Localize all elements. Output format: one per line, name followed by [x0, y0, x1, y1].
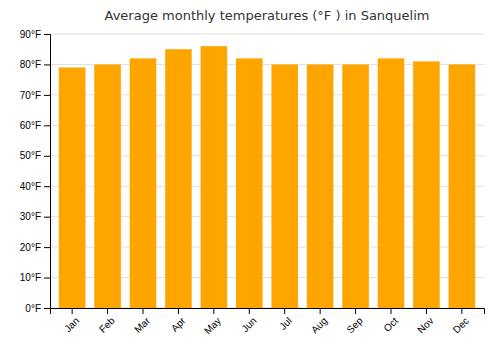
- tick-label: 60°F: [20, 120, 41, 131]
- tick-mark: [355, 308, 356, 314]
- tick-label: Apr: [169, 315, 188, 334]
- bar: [59, 67, 86, 308]
- tick: Nov: [415, 308, 435, 335]
- tick: Mar: [132, 308, 152, 335]
- tick-mark: [72, 308, 73, 314]
- tick: 40°F: [20, 181, 50, 192]
- tick: 0°F: [25, 303, 50, 314]
- bars: [59, 46, 475, 308]
- tick-label: 40°F: [20, 181, 41, 192]
- bar: [201, 46, 228, 308]
- bar: [449, 64, 476, 308]
- tick-label: 90°F: [20, 29, 41, 40]
- bar: [271, 64, 298, 308]
- tick-mark: [44, 247, 50, 248]
- tick-mark: [44, 34, 50, 35]
- tick: 80°F: [20, 59, 50, 70]
- tick-label: 0°F: [25, 303, 41, 314]
- tick-mark: [249, 308, 250, 314]
- tick: Apr: [169, 308, 188, 334]
- x-axis: Jan Feb Mar Apr May Jun Jul Aug Sep Oct Nov Dec: [51, 308, 485, 336]
- tick: 10°F: [20, 272, 50, 283]
- grid: [50, 34, 484, 308]
- tick-mark: [44, 156, 50, 157]
- bar: [378, 58, 405, 308]
- bar: [165, 49, 192, 308]
- bar: [342, 64, 369, 308]
- plot: 0°F 10°F 20°F 30°F 40°F 50°F 60°F 70°F 80°F 90°F J…: [20, 29, 485, 337]
- tick-mark: [391, 308, 392, 314]
- tick-label: 80°F: [20, 59, 41, 70]
- tick: 50°F: [20, 150, 50, 161]
- tick-mark: [107, 308, 108, 314]
- tick-mark: [44, 95, 50, 96]
- tick-mark: [213, 308, 214, 314]
- tick-label: 50°F: [20, 150, 41, 161]
- tick: 90°F: [20, 29, 50, 40]
- tick-label: Mar: [132, 315, 152, 335]
- tick: May: [202, 308, 223, 336]
- tick-label: Sep: [344, 315, 365, 336]
- chart: 0°F 10°F 20°F 30°F 40°F 50°F 60°F 70°F 80°F 90°F J…: [0, 0, 500, 350]
- tick: Aug: [309, 308, 329, 335]
- tick-label: 20°F: [20, 242, 41, 253]
- tick: Sep: [344, 308, 365, 335]
- tick-mark: [44, 186, 50, 187]
- tick: Dec: [451, 308, 471, 335]
- bar: [413, 61, 440, 308]
- tick-label: Dec: [451, 315, 471, 335]
- title: Average monthly temperatures (°F ) in Sa…: [105, 8, 430, 23]
- tick: Oct: [381, 308, 400, 334]
- grid-line: [50, 34, 484, 35]
- tick-mark: [284, 308, 285, 314]
- tick-label: Jun: [239, 315, 258, 334]
- tick: 70°F: [20, 90, 50, 101]
- axis-domain: [44, 35, 51, 309]
- tick: Feb: [97, 308, 117, 335]
- tick-label: Feb: [97, 315, 117, 335]
- tick-mark: [44, 125, 50, 126]
- tick-mark: [320, 308, 321, 314]
- tick-label: 70°F: [20, 90, 41, 101]
- tick-mark: [44, 308, 50, 309]
- tick-mark: [44, 217, 50, 218]
- tick-mark: [44, 278, 50, 279]
- tick-mark: [178, 308, 179, 314]
- tick: 20°F: [20, 242, 50, 253]
- bar: [307, 64, 334, 308]
- tick-label: 30°F: [20, 211, 41, 222]
- bar: [130, 58, 157, 308]
- tick-label: Jan: [62, 315, 81, 334]
- tick-mark: [426, 308, 427, 314]
- bar: [236, 58, 263, 308]
- tick-mark: [44, 64, 50, 65]
- tick-label: May: [202, 315, 223, 336]
- tick-label: Aug: [309, 315, 329, 335]
- bar: [94, 64, 121, 308]
- tick: 30°F: [20, 211, 50, 222]
- tick-mark: [461, 308, 462, 314]
- tick-label: Nov: [415, 315, 435, 335]
- y-axis: 0°F 10°F 20°F 30°F 40°F 50°F 60°F 70°F 80°F 90°F: [20, 29, 51, 314]
- tick-mark: [143, 308, 144, 314]
- tick: Jun: [239, 308, 258, 334]
- tick: Jan: [62, 308, 81, 334]
- tick: 60°F: [20, 120, 50, 131]
- tick: Jul: [277, 308, 294, 332]
- tick-label: 10°F: [20, 272, 41, 283]
- axis-domain: [51, 309, 485, 315]
- tick-label: Jul: [277, 315, 294, 332]
- tick-label: Oct: [381, 315, 400, 334]
